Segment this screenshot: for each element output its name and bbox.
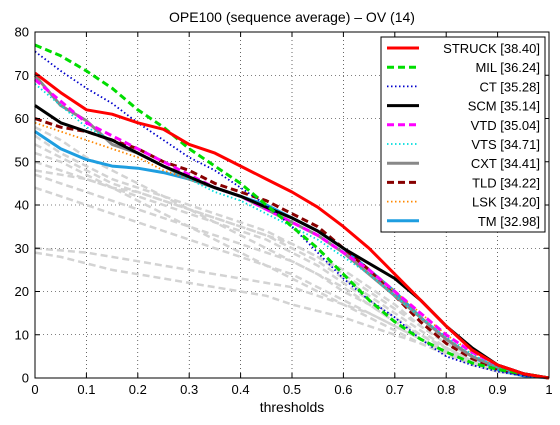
legend-label: TM [32.98] — [478, 214, 540, 229]
x-tick-label: 0.7 — [386, 382, 404, 397]
y-tick-label: 20 — [15, 284, 29, 299]
x-tick-labels: 0 0.1 0.2 0.3 0.4 0.5 0.6 0.7 0.8 0.9 1 — [31, 382, 552, 397]
y-tick-labels: 0 10 20 30 40 50 60 70 80 — [15, 25, 29, 386]
y-tick-label: 70 — [15, 68, 29, 83]
y-tick-label: 10 — [15, 327, 29, 342]
x-tick-label: 0.5 — [283, 382, 301, 397]
legend-label: CXT [34.41] — [471, 156, 540, 171]
series-line — [34, 71, 550, 380]
y-tick-label: 80 — [15, 25, 29, 40]
x-tick-label: 0.8 — [437, 382, 455, 397]
legend-label: CT [35.28] — [480, 79, 540, 94]
y-tick-label: 0 — [22, 371, 29, 386]
legend-box — [380, 36, 546, 233]
legend-label: VTD [35.04] — [471, 118, 540, 133]
x-tick-label: 1 — [545, 382, 552, 397]
series-line — [33, 74, 550, 380]
legend-label: MIL [36.24] — [475, 60, 540, 75]
x-tick-label: 0 — [31, 382, 38, 397]
y-tick-label: 50 — [15, 154, 29, 169]
background-series-line — [34, 173, 550, 380]
background-series-line — [34, 126, 550, 380]
chart-title: OPE100 (sequence average) – OV (14) — [169, 9, 415, 25]
y-tick-label: 40 — [15, 198, 29, 213]
background-series-line — [34, 143, 550, 380]
x-axis-label: thresholds — [260, 399, 325, 415]
x-tick-label: 0.9 — [489, 382, 507, 397]
series-layer — [33, 43, 550, 380]
x-tick-label: 0.1 — [77, 382, 95, 397]
x-tick-label: 0.4 — [232, 382, 250, 397]
x-tick-label: 0.3 — [180, 382, 198, 397]
legend: STRUCK [38.40] MIL [36.24] CT [35.28] SCM [… — [380, 36, 546, 233]
y-tick-label: 60 — [15, 111, 29, 126]
legend-label: LSK [34.20] — [472, 195, 540, 210]
series-line — [34, 43, 550, 380]
series-line — [34, 78, 550, 380]
x-tick-label: 0.2 — [129, 382, 147, 397]
legend-label: VTS [34.71] — [471, 137, 540, 152]
legend-label: SCM [35.14] — [468, 99, 540, 114]
y-tick-label: 30 — [15, 241, 29, 256]
x-tick-label: 0.6 — [334, 382, 352, 397]
legend-label: STRUCK [38.40] — [443, 41, 540, 56]
axes — [34, 31, 550, 379]
legend-label: TLD [34.22] — [472, 175, 540, 190]
background-series-line — [34, 169, 550, 380]
background-series-line — [34, 151, 550, 380]
